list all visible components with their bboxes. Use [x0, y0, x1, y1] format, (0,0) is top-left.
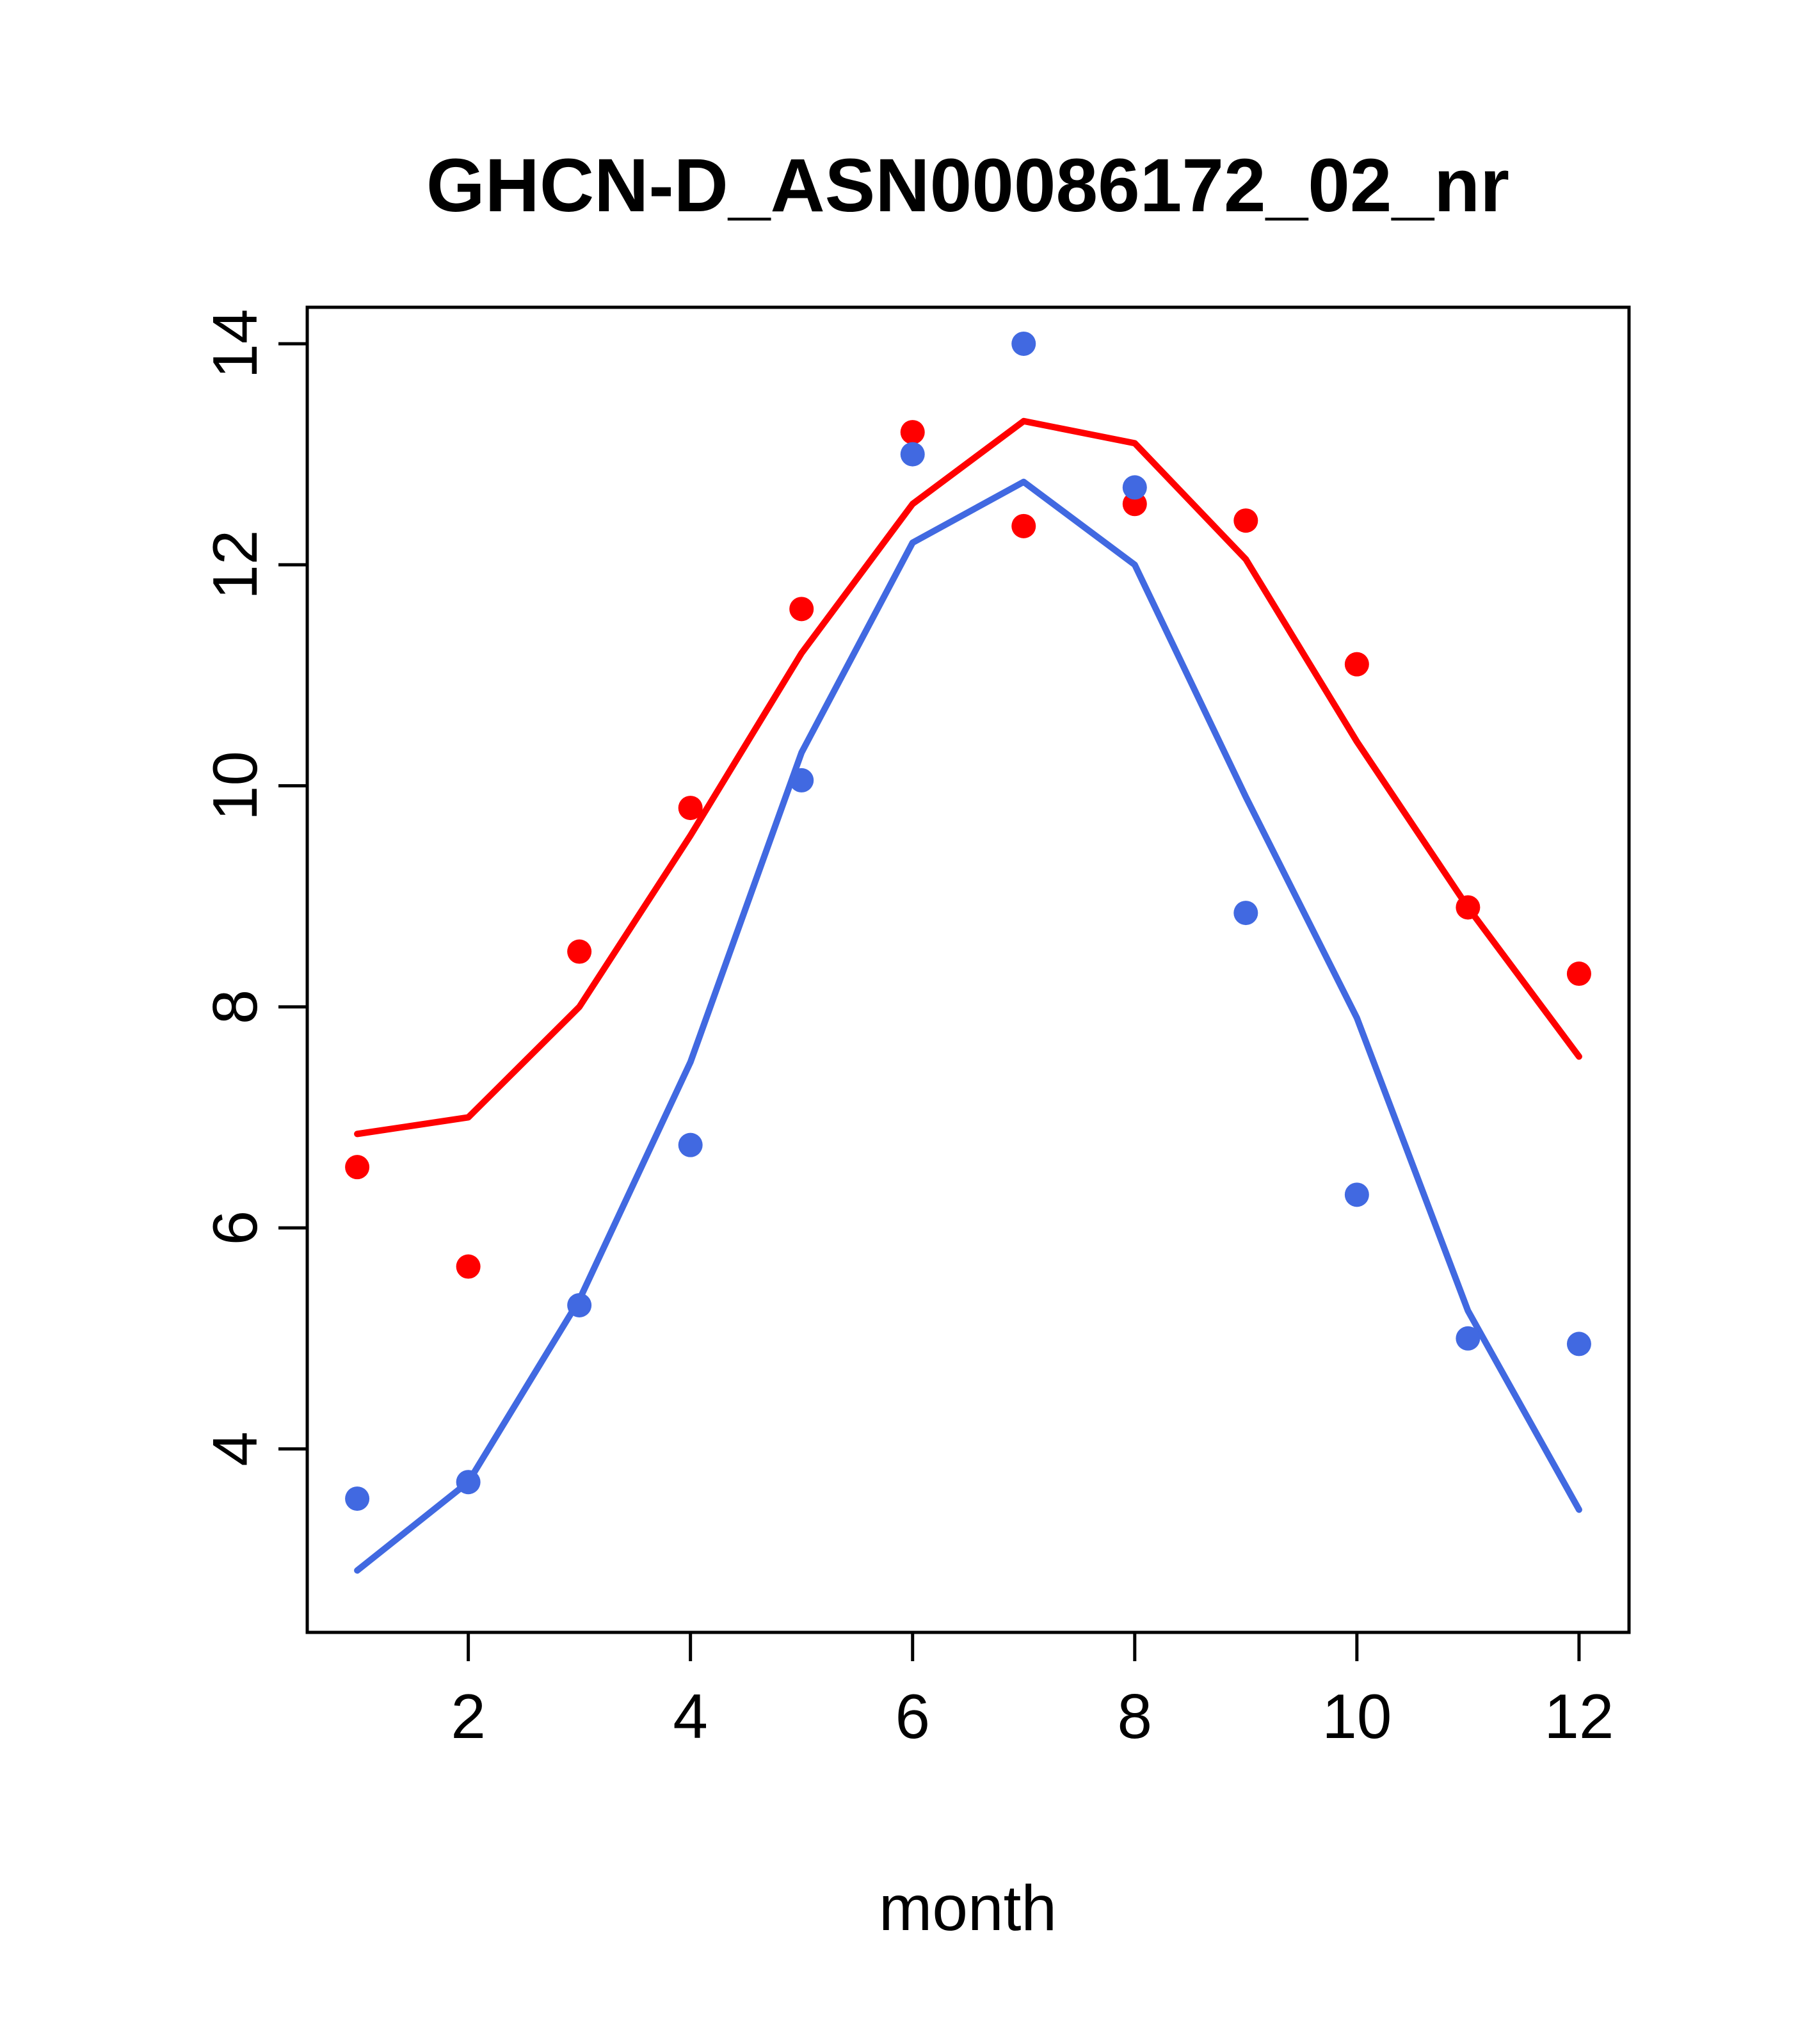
x-tick-label: 6: [895, 1681, 930, 1751]
red-points-marker: [1456, 895, 1481, 920]
red-points-marker: [678, 796, 703, 821]
series-lines: [354, 417, 1582, 1574]
blue-points-marker: [678, 1132, 703, 1157]
red-points-marker: [900, 420, 925, 445]
plot-box: [305, 305, 1631, 1634]
red-points-marker: [567, 939, 592, 964]
red-smooth-line: [354, 417, 1582, 1138]
x-tick-label: 4: [673, 1681, 708, 1751]
y-tick-label: 6: [200, 1211, 270, 1246]
red-points-marker: [789, 597, 814, 622]
y-axis: 4 6 8 10 12 14: [200, 309, 307, 1467]
blue-points-marker: [1344, 1182, 1369, 1207]
y-tick-label: 12: [200, 530, 270, 600]
red-points-marker: [345, 1155, 370, 1180]
red-points-marker: [1344, 652, 1369, 677]
red-points-marker: [1233, 508, 1258, 533]
blue-points-marker: [1122, 475, 1147, 500]
x-tick-label: 10: [1322, 1681, 1392, 1751]
y-tick-label: 4: [200, 1431, 270, 1467]
series-points: [345, 331, 1591, 1511]
y-tick-label: 8: [200, 990, 270, 1025]
x-axis-title: month: [879, 1872, 1057, 1944]
chart-title: GHCN-D_ASN00086172_02_nr: [426, 143, 1509, 228]
blue-points-marker: [900, 442, 925, 467]
red-points-marker: [1011, 513, 1036, 538]
red-points-marker: [456, 1254, 481, 1279]
blue-points-marker: [345, 1486, 370, 1511]
blue-points-marker: [567, 1292, 592, 1317]
blue-points-marker: [789, 768, 814, 793]
x-tick-label: 12: [1544, 1681, 1614, 1751]
x-tick-label: 2: [451, 1681, 486, 1751]
blue-points-marker: [1011, 331, 1036, 356]
blue-points-marker: [1456, 1326, 1481, 1351]
y-tick-label: 14: [200, 309, 270, 378]
red-points-marker: [1566, 962, 1591, 986]
y-tick-label: 10: [200, 751, 270, 821]
blue-points-marker: [456, 1470, 481, 1495]
x-tick-label: 8: [1118, 1681, 1153, 1751]
blue-points-marker: [1566, 1332, 1591, 1356]
blue-smooth-line: [354, 478, 1582, 1574]
blue-points: [345, 331, 1591, 1511]
x-axis: 2 4 6 8 10 12: [451, 1632, 1614, 1751]
blue-points-marker: [1233, 901, 1258, 926]
